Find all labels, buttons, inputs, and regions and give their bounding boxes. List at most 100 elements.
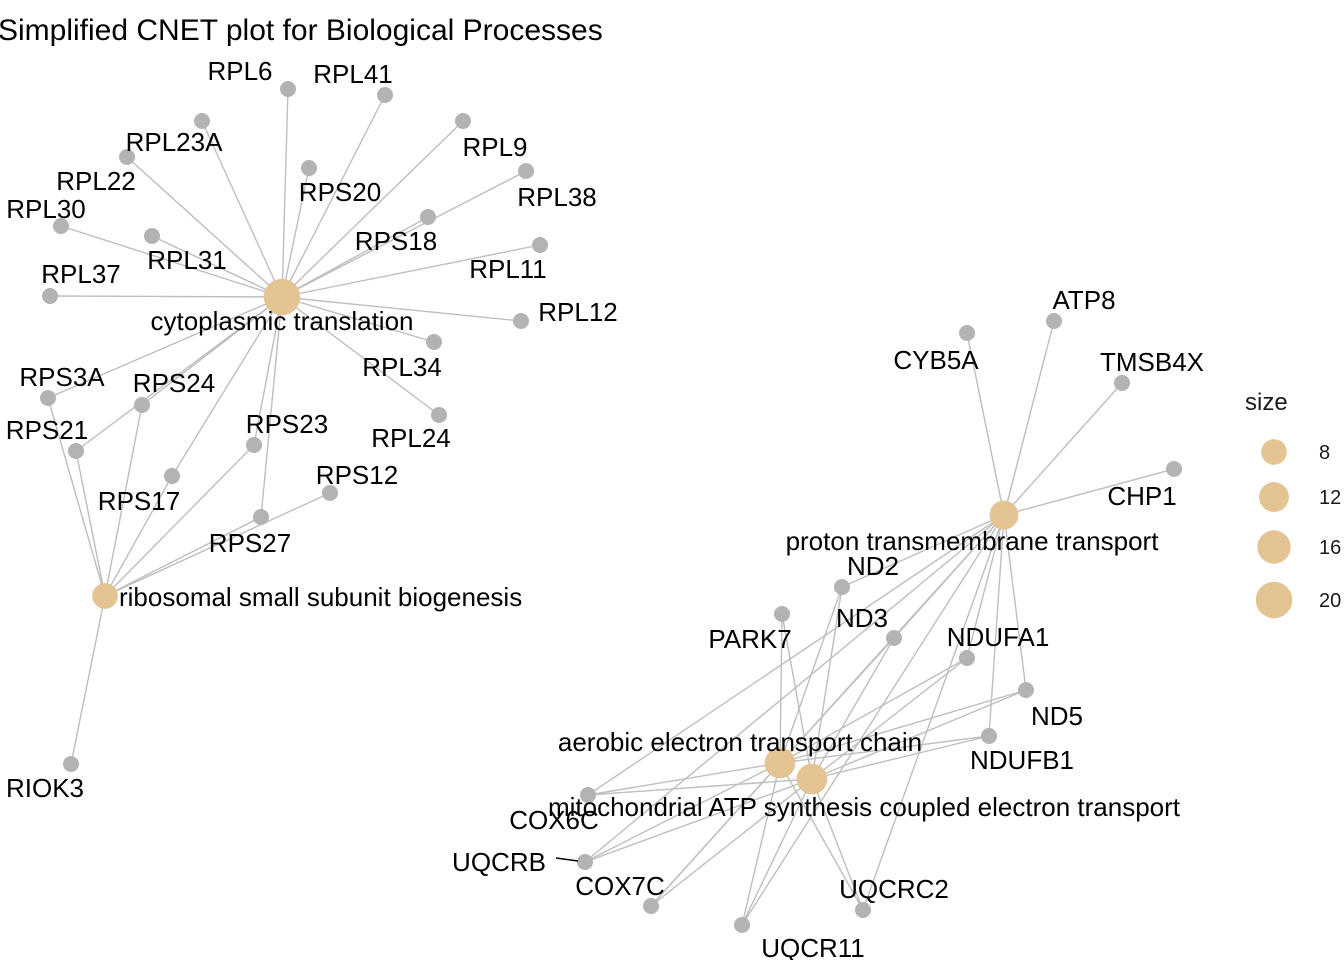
label-layer: RPL6 RPL41 RPL23A RPL9 RPL22 RPS20 RPL38 RPL30 R… [6, 56, 1204, 960]
gene-node-COX6C [580, 787, 596, 803]
edge-ptt-ND5 [1003, 514, 1027, 691]
gene-node-RPS21 [68, 443, 84, 459]
edge-ptt-UQCRB [584, 514, 1005, 863]
gene-label-RPS27: RPS27 [209, 528, 291, 558]
gene-label-PARK7: PARK7 [708, 624, 791, 654]
edge-rssb-RPS24 [104, 404, 143, 597]
gene-node-UQCRC2 [855, 902, 871, 918]
edge-matp-ND5 [811, 689, 1027, 780]
legend-key-16 [1257, 530, 1291, 564]
edge-aetc-UQCR11 [741, 762, 781, 926]
category-node-ptt [989, 500, 1019, 530]
gene-label-RPL38: RPL38 [517, 182, 597, 212]
gene-label-RPL24: RPL24 [371, 423, 451, 453]
node-layer [40, 81, 1182, 933]
gene-label-RPS17: RPS17 [98, 486, 180, 516]
edge-aetc-PARK7 [779, 613, 783, 764]
gene-node-CYB5A [959, 325, 975, 341]
gene-label-RPS20: RPS20 [299, 177, 381, 207]
gene-label-RPL22: RPL22 [56, 166, 136, 196]
gene-node-COX7C [643, 898, 659, 914]
gene-label-RPL23A: RPL23A [126, 127, 223, 157]
gene-label-RPS24: RPS24 [133, 368, 215, 398]
edge-ct-RPL38 [281, 170, 527, 298]
edge-aetc-UQCRB [584, 762, 781, 863]
edge-matp-PARK7 [781, 613, 813, 780]
edge-ptt-TMSB4X [1003, 382, 1123, 516]
gene-label-ND5: ND5 [1031, 701, 1083, 731]
edge-rssb-RPS17 [104, 475, 173, 597]
edge-aetc-ND5 [779, 689, 1027, 764]
gene-node-RPS23 [246, 437, 262, 453]
edge-ct-RPS20 [281, 167, 310, 298]
gene-label-RPL34: RPL34 [362, 352, 442, 382]
edge-ct-RPL11 [281, 244, 541, 298]
gene-node-RPL11 [532, 237, 548, 253]
gene-label-CHP1: CHP1 [1107, 481, 1176, 511]
gene-label-NDUFB1: NDUFB1 [970, 745, 1074, 775]
edge-matp-UQCRB [584, 778, 813, 863]
edge-ct-RPL6 [281, 88, 289, 298]
label-leader-UQCRB [555, 857, 579, 862]
edge-matp-ND3 [811, 637, 895, 780]
edge-ct-RPL37 [49, 295, 283, 298]
gene-node-RPL9 [455, 113, 471, 129]
edge-matp-COX6C [587, 778, 813, 796]
gene-label-ATP8: ATP8 [1052, 285, 1115, 315]
gene-node-NDUFB1 [981, 728, 997, 744]
gene-node-CHP1 [1166, 461, 1182, 477]
gene-node-RPS27 [253, 509, 269, 525]
edge-ct-RPL31 [151, 235, 283, 298]
gene-label-RPL12: RPL12 [538, 297, 618, 327]
edge-matp-NDUFB1 [811, 735, 990, 780]
gene-label-RPL31: RPL31 [147, 245, 227, 275]
edge-matp-UQCR11 [741, 778, 813, 926]
gene-label-UQCRB: UQCRB [452, 847, 546, 877]
gene-label-UQCR11: UQCR11 [761, 933, 865, 960]
edge-ct-RPL23A [201, 120, 283, 298]
gene-node-TMSB4X [1114, 375, 1130, 391]
gene-label-COX7C: COX7C [575, 871, 665, 901]
gene-label-RPS3A: RPS3A [19, 362, 105, 392]
category-label-matp: mitochondrial ATP synthesis coupled elec… [548, 792, 1181, 822]
edge-matp-UQCRC2 [811, 778, 864, 911]
gene-node-RPL31 [144, 228, 160, 244]
gene-label-RPS21: RPS21 [6, 415, 88, 445]
edge-aetc-COX6C [587, 762, 781, 796]
edge-ptt-CYB5A [966, 332, 1005, 516]
edge-rssb-RIOK3 [70, 595, 106, 765]
gene-label-RPL41: RPL41 [313, 59, 393, 89]
gene-label-RIOK3: RIOK3 [6, 773, 84, 803]
gene-node-RPL34 [426, 334, 442, 350]
edge-rssb-RPS27 [104, 516, 262, 597]
edge-ct-RPS21 [75, 296, 283, 452]
edge-ct-RPL9 [281, 120, 464, 298]
gene-label-COX6C: COX6C [509, 805, 599, 835]
legend-key-8 [1261, 439, 1287, 465]
gene-node-UQCR11 [734, 917, 750, 933]
category-node-aetc [764, 747, 796, 779]
category-node-matp [796, 763, 828, 795]
legend-label-12: 12 [1319, 487, 1341, 509]
size-legend: size 8 12 16 20 [1245, 389, 1341, 619]
edge-matp-NDUFA1 [811, 657, 968, 780]
gene-node-RPL38 [518, 163, 534, 179]
gene-node-RIOK3 [63, 756, 79, 772]
gene-label-RPL11: RPL11 [469, 254, 547, 284]
gene-node-RPS18 [420, 209, 436, 225]
edge-rssb-RPS12 [104, 492, 331, 597]
edge-ct-RPS23 [253, 296, 283, 446]
edge-ct-RPS3A [47, 296, 283, 399]
gene-node-RPL24 [431, 407, 447, 423]
edge-ptt-UQCR11 [741, 514, 1005, 926]
gene-node-RPS20 [301, 160, 317, 176]
edge-aetc-ND3 [779, 637, 895, 764]
edge-ptt-CHP1 [1003, 468, 1175, 516]
legend-label-8: 8 [1319, 442, 1330, 464]
gene-node-ND2 [834, 579, 850, 595]
legend-label-20: 20 [1319, 590, 1341, 612]
edge-ct-RPS18 [281, 216, 429, 298]
gene-node-RPL22 [119, 149, 135, 165]
edge-layer [47, 88, 1175, 926]
edge-ptt-NDUFB1 [988, 514, 1005, 737]
